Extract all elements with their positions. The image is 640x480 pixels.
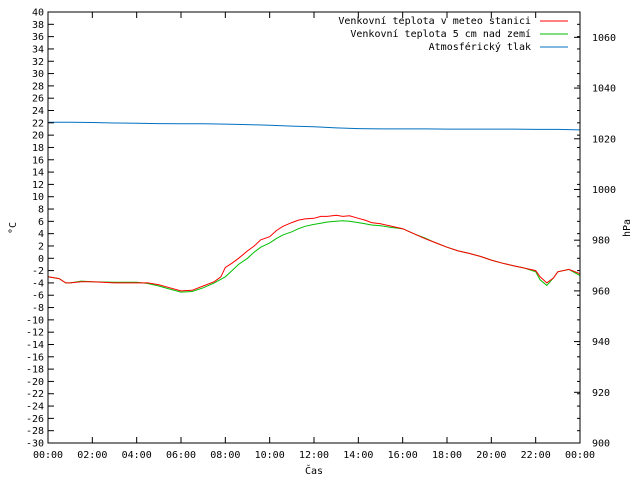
y-left-tick-label: 14 <box>32 168 44 179</box>
y-left-tick-label: 12 <box>32 180 44 191</box>
y-left-tick-label: 18 <box>32 143 44 154</box>
y-left-tick-label: 32 <box>32 57 44 68</box>
y-left-tick-label: -22 <box>26 389 44 400</box>
x-tick-label: 12:00 <box>299 450 329 461</box>
x-tick-label: 22:00 <box>521 450 551 461</box>
y-left-tick-label: 16 <box>32 155 44 166</box>
x-tick-label: 14:00 <box>343 450 373 461</box>
y-left-tick-label: 8 <box>38 205 44 216</box>
x-tick-label: 06:00 <box>166 450 196 461</box>
y-left-tick-label: 28 <box>32 81 44 92</box>
plot-frame <box>47 11 581 444</box>
series-line-3 <box>48 121 581 131</box>
y-left-tick-label: -8 <box>32 303 44 314</box>
x-tick-label: 04:00 <box>122 450 152 461</box>
y-left-tick-label: 36 <box>32 32 44 43</box>
y-left-tick-label: -14 <box>26 340 44 351</box>
y-left-tick-label: -2 <box>32 266 44 277</box>
y-left-tick-label: -28 <box>26 426 44 437</box>
y-left-tick-label: 20 <box>32 131 44 142</box>
y-left-tick-label: -24 <box>26 402 44 413</box>
legend-label-series-3: Atmosférický tlak <box>429 41 531 53</box>
x-tick-label: 08:00 <box>210 450 240 461</box>
y-left-axis-title: °C <box>8 222 19 234</box>
y-right-tick-label: 920 <box>592 388 610 399</box>
y-left-tick-label: 30 <box>32 69 44 80</box>
y-left-tick-label: -20 <box>26 377 44 388</box>
legend-label-series-2: Venkovní teplota 5 cm nad zemí <box>350 28 531 40</box>
y-left-tick-label: -18 <box>26 365 44 376</box>
y-left-tick-label: 10 <box>32 192 44 203</box>
y-left-tick-label: 40 <box>32 8 44 19</box>
y-left-tick-label: 24 <box>32 106 44 117</box>
y-right-axis-title: hPa <box>622 219 633 237</box>
series-line-1 <box>47 214 581 292</box>
x-tick-label: 00:00 <box>33 450 63 461</box>
legend-label-series-1: Venkovní teplota v meteo stanici <box>338 15 531 27</box>
y-left-tick-label: 38 <box>32 20 44 31</box>
ticks-layer: 4038363432302826242220181614121086420-2-… <box>26 8 616 462</box>
y-right-tick-label: 940 <box>592 337 610 348</box>
y-right-tick-label: 980 <box>592 236 610 247</box>
y-right-tick-label: 900 <box>592 439 610 450</box>
y-left-tick-label: -6 <box>32 291 44 302</box>
y-left-tick-label: 26 <box>32 94 44 105</box>
x-tick-label: 10:00 <box>255 450 285 461</box>
y-left-tick-label: -10 <box>26 315 44 326</box>
y-left-tick-label: 0 <box>38 254 44 265</box>
y-left-tick-label: -30 <box>26 439 44 450</box>
y-right-tick-label: 1000 <box>592 185 616 196</box>
y-right-tick-label: 1020 <box>592 134 616 145</box>
y-left-tick-label: -16 <box>26 352 44 363</box>
y-right-tick-label: 1060 <box>592 33 616 44</box>
y-left-tick-label: 6 <box>38 217 44 228</box>
y-left-tick-label: -4 <box>32 278 44 289</box>
x-tick-label: 02:00 <box>77 450 107 461</box>
y-left-tick-label: -12 <box>26 328 44 339</box>
legend: Venkovní teplota v meteo stanici Venkovn… <box>338 15 568 53</box>
y-left-tick-label: -26 <box>26 414 44 425</box>
x-axis-title: Čas <box>305 464 323 477</box>
series-layer <box>47 121 581 293</box>
x-tick-label: 16:00 <box>388 450 418 461</box>
y-left-tick-label: 4 <box>38 229 44 240</box>
y-right-tick-label: 1040 <box>592 84 616 95</box>
x-tick-label: 18:00 <box>432 450 462 461</box>
x-tick-label: 20:00 <box>476 450 506 461</box>
y-left-tick-label: 2 <box>38 241 44 252</box>
x-tick-label: 00:00 <box>565 450 595 461</box>
y-left-tick-label: 34 <box>32 44 44 55</box>
y-right-tick-label: 960 <box>592 286 610 297</box>
y-left-tick-label: 22 <box>32 118 44 129</box>
